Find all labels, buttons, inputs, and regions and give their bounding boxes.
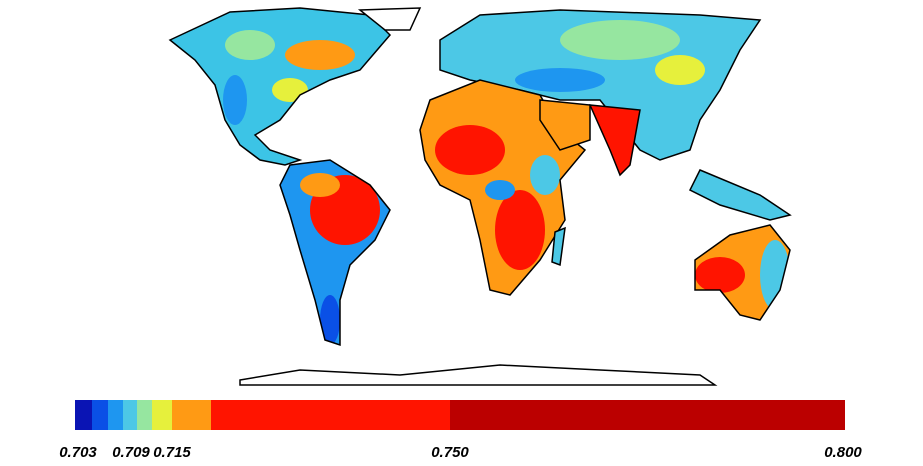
colorbar-segment	[92, 400, 108, 430]
colorbar-segment	[211, 400, 450, 430]
colorbar-segment	[75, 400, 92, 430]
colorbar-segment	[450, 400, 845, 430]
colorbar-tick-label: 0.750	[431, 444, 469, 461]
colorbar-tick-label: 0.800	[824, 444, 862, 461]
madagascar	[551, 226, 566, 267]
greenland	[357, 7, 422, 31]
arabia	[539, 99, 591, 151]
colorbar-segment	[123, 400, 137, 430]
south-america-outline	[279, 159, 391, 347]
north-america	[170, 8, 390, 165]
colorbar-segment	[137, 400, 152, 430]
south-america	[280, 160, 390, 345]
colorbar-tick-label: 0.709	[112, 444, 150, 461]
australia-outline	[694, 224, 791, 321]
colorbar: 0.703 0.709 0.715 0.750 0.800	[59, 400, 862, 461]
india	[588, 104, 641, 177]
antarctica	[239, 364, 718, 386]
colorbar-tick-label: 0.715	[153, 444, 191, 461]
southeast-asia	[688, 169, 792, 221]
colorbar-tick-label: 0.703	[59, 444, 97, 461]
colorbar-segment	[172, 400, 211, 430]
colorbar-segment	[108, 400, 123, 430]
colorbar-segment	[152, 400, 172, 430]
world-map	[168, 7, 792, 386]
